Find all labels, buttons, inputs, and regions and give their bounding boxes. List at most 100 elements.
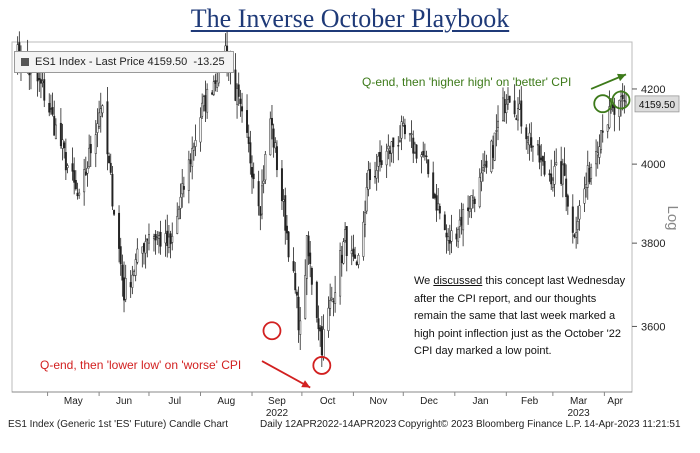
candle-body [621,94,624,100]
candle-body [84,171,87,176]
candle-body [625,101,627,106]
candle-body [530,137,533,148]
candle-body [492,145,495,158]
candle-body [317,318,320,330]
x-tick-label-apr: Apr [607,396,623,407]
candle-body [598,146,601,158]
candle-body [101,105,104,114]
candle-body [342,241,345,264]
candle-body [169,233,172,245]
candle-body [123,277,126,301]
note-link-discussed[interactable]: discussed [433,275,483,287]
candle-body [322,329,325,359]
candle-body [543,160,546,175]
candle-body [478,177,481,207]
candle-body [560,161,563,184]
candle-body [78,192,81,196]
candle-body [541,156,544,162]
candle-body [410,133,413,135]
candle-body [284,195,287,231]
candle-body [73,170,76,183]
y-tick-label-3600: 3600 [641,321,665,333]
candle-body [166,230,169,246]
candle-body [505,103,508,113]
candle-body [448,240,451,244]
candle-body [262,180,265,184]
candle-body [106,101,109,155]
candle-body [536,144,539,146]
candle-body [473,198,476,204]
candle-body [152,236,155,239]
candle-body [390,141,393,154]
candle-body [472,197,475,201]
candle-body [561,164,564,185]
candle-body [586,165,589,188]
note-text-after: this concept last Wednesday after the CP… [414,275,626,357]
candle-body [369,169,372,181]
candle-body [159,231,162,247]
candle-body [124,278,127,300]
candle-body [435,195,438,211]
legend-swatch [21,58,29,66]
last-price-tag [634,95,680,113]
candle-body [467,207,470,211]
highlight-circle-2 [312,356,332,375]
x-tick-label-mar: Mar [570,396,588,407]
candle-body [437,203,440,210]
candle-body [480,172,483,182]
candle-body [144,241,147,254]
candle-body [304,275,307,319]
candle-body [54,124,57,140]
candle-body [380,160,383,165]
candle-body [206,88,209,113]
candle-body [171,235,174,243]
candle-body [600,130,603,150]
candle-body [432,172,435,199]
y-tick-label-4000: 4000 [641,159,665,171]
candle-body [402,122,405,126]
candle-body [156,236,159,238]
candle-body [202,96,205,107]
candle-body [194,140,197,147]
candle-body [59,122,62,147]
candle-body [274,142,277,149]
candle-body [601,130,604,133]
candle-body [400,121,403,139]
candle-body [507,99,509,105]
candle-body [620,96,622,102]
note-text-before: We [414,275,434,287]
candle-body [319,327,322,332]
candle-body [608,106,611,128]
candle-body [493,132,496,161]
y-scale-label: Log [664,205,681,230]
candle-body [340,254,343,263]
candle-body [455,233,458,240]
candle-body [357,255,360,265]
candle-body [397,145,400,147]
candle-body [143,243,145,252]
candle-body [566,195,569,207]
candle-body [61,139,64,149]
candle-body [48,102,51,113]
candle-body [329,299,332,309]
candle-body [447,236,450,241]
candle-body [275,146,278,171]
candle-body [53,115,56,136]
candle-body [66,165,69,168]
y-tick-label-3800: 3800 [641,238,665,250]
candle-body [51,107,54,115]
candle-body [241,106,244,112]
candle-body [379,151,381,163]
candle-body [280,168,283,202]
candle-body [470,195,473,209]
candle-body [355,261,358,266]
candle-body [374,176,376,178]
y-tick-label-4200: 4200 [641,84,665,96]
candle-body [182,186,185,190]
candle-body [415,144,418,159]
x-year-label-2023: 2023 [568,408,591,419]
candle-body [88,147,91,167]
lower-low-arrow-shaft [261,360,311,389]
candle-body [187,159,190,191]
candle-body [287,231,290,258]
